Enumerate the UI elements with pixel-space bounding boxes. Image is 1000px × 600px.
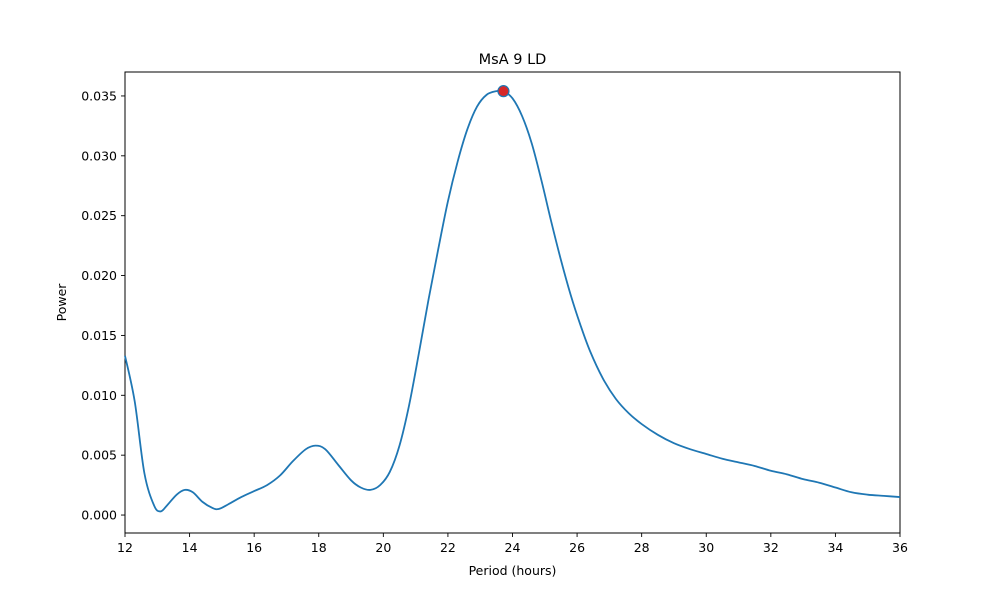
power-series-line (124, 89, 901, 513)
x-tick-label: 36 (892, 540, 908, 555)
chart-title: MsA 9 LD (479, 52, 547, 68)
x-tick-label: 24 (505, 540, 521, 555)
y-tick-label: 0.030 (81, 148, 117, 163)
x-tick-label: 22 (440, 540, 456, 555)
x-tick-label: 30 (698, 540, 714, 555)
x-tick-label: 32 (763, 540, 779, 555)
y-tick-label: 0.025 (81, 208, 117, 223)
x-tick-label: 14 (182, 540, 198, 555)
y-axis: 0.000 0.005 0.010 0.015 0.020 0.025 0.030 0.035 (81, 88, 125, 523)
x-tick-label: 34 (827, 540, 843, 555)
y-tick-label: 0.020 (81, 268, 117, 283)
y-tick-label: 0.000 (81, 508, 117, 523)
peak-marker (497, 85, 510, 98)
x-tick-label: 26 (569, 540, 585, 555)
x-tick-label: 16 (246, 540, 262, 555)
y-tick-label: 0.035 (81, 88, 117, 103)
x-axis: 12 14 16 18 20 22 24 26 28 30 32 34 36 (117, 533, 908, 555)
x-axis-label: Period (hours) (469, 563, 557, 578)
y-tick-label: 0.010 (81, 388, 117, 403)
y-tick-label: 0.015 (81, 328, 117, 343)
x-tick-label: 12 (117, 540, 133, 555)
x-tick-label: 20 (375, 540, 391, 555)
x-tick-label: 18 (311, 540, 327, 555)
y-axis-label: Power (54, 283, 69, 322)
x-tick-label: 28 (634, 540, 650, 555)
y-tick-label: 0.005 (81, 448, 117, 463)
